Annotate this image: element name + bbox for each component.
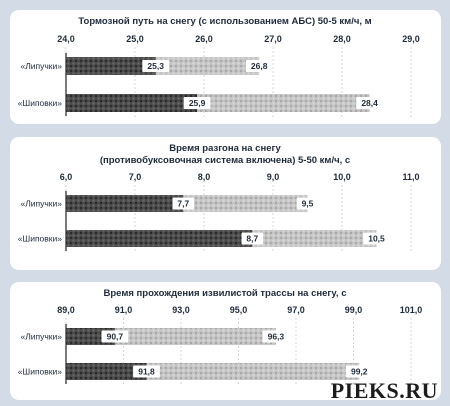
- value-label-bg: [356, 97, 383, 109]
- chart-panel-braking: Тормозной путь на снегу (с использование…: [10, 10, 441, 124]
- value-label-bg: [172, 197, 195, 210]
- tick-label: 29,0: [402, 34, 420, 44]
- category-label: «Шиповки»: [18, 234, 63, 244]
- tick-label: 93,0: [172, 305, 190, 315]
- value-label-light: 28,4: [361, 98, 378, 108]
- value-label-bg: [363, 232, 390, 245]
- value-label-bg: [296, 197, 319, 210]
- chart-title: Тормозной путь на снегу (с использование…: [78, 16, 371, 27]
- value-label-light: 26,8: [251, 61, 268, 71]
- value-label-dark: 25,3: [147, 61, 164, 71]
- tick-label: 9,0: [267, 172, 280, 182]
- tick-label: 91,0: [115, 305, 133, 315]
- handling-track-chart: Время прохождения извилистой трассы на с…: [18, 288, 423, 386]
- category-label: «Липучки»: [20, 61, 62, 71]
- bar-dark: [66, 94, 198, 112]
- value-label-light: 9,5: [302, 199, 314, 209]
- value-label-bg: [262, 330, 290, 343]
- tick-label: 26,0: [195, 34, 213, 44]
- value-label-light: 10,5: [368, 234, 385, 244]
- acceleration-time-chart: Время разгона на снегу(противобуксовочна…: [18, 143, 420, 253]
- value-label-bg: [245, 60, 273, 72]
- bar-dark: [66, 363, 147, 380]
- tick-label: 24,0: [57, 34, 75, 44]
- value-label-bg: [133, 365, 160, 378]
- value-label-dark: 25,9: [189, 98, 206, 108]
- tick-label: 11,0: [402, 172, 419, 182]
- chart-title: Время прохождения извилистой трассы на с…: [104, 288, 347, 299]
- value-label-bg: [345, 365, 373, 378]
- tick-label: 99,0: [345, 305, 363, 315]
- chart-panel-handling: Время прохождения извилистой трассы на с…: [10, 282, 441, 400]
- value-label-light: 99,2: [351, 367, 368, 377]
- braking-distance-chart: Тормозной путь на снегу (с использование…: [18, 16, 420, 118]
- tick-label: 8,0: [198, 172, 211, 182]
- tick-label: 7,0: [129, 172, 142, 182]
- category-label: «Шиповки»: [18, 367, 63, 377]
- tick-label: 6,0: [60, 172, 73, 182]
- value-label-dark: 8,7: [246, 234, 258, 244]
- category-label: «Липучки»: [20, 332, 62, 342]
- bar-dark: [66, 195, 184, 212]
- tick-label: 101,0: [400, 305, 423, 315]
- watermark-logo: PIEKS.RU: [330, 378, 438, 403]
- chart-panel-acceleration: Время разгона на снегу (противобуксовочна…: [10, 137, 441, 270]
- value-label-dark: 91,8: [138, 367, 155, 377]
- tick-label: 10,0: [333, 172, 351, 182]
- bar-dark: [66, 57, 156, 75]
- tick-label: 28,0: [333, 34, 351, 44]
- value-label-bg: [142, 60, 170, 72]
- tick-label: 89,0: [57, 305, 75, 315]
- value-label-bg: [241, 232, 264, 245]
- chart-title: Время разгона на снегу: [169, 143, 281, 154]
- value-label-dark: 7,7: [177, 199, 189, 209]
- tick-label: 25,0: [126, 34, 144, 44]
- bar-dark: [66, 230, 253, 247]
- value-label-light: 96,3: [268, 332, 285, 342]
- value-label-dark: 90,7: [107, 332, 124, 342]
- value-label-bg: [101, 330, 129, 343]
- tick-label: 95,0: [230, 305, 248, 315]
- category-label: «Шиповки»: [18, 98, 63, 108]
- value-label-bg: [183, 97, 211, 109]
- category-label: «Липучки»: [20, 199, 62, 209]
- chart-title: (противобуксовочная система включена) 5-…: [100, 155, 350, 166]
- tick-label: 97,0: [287, 305, 305, 315]
- tick-label: 27,0: [264, 34, 282, 44]
